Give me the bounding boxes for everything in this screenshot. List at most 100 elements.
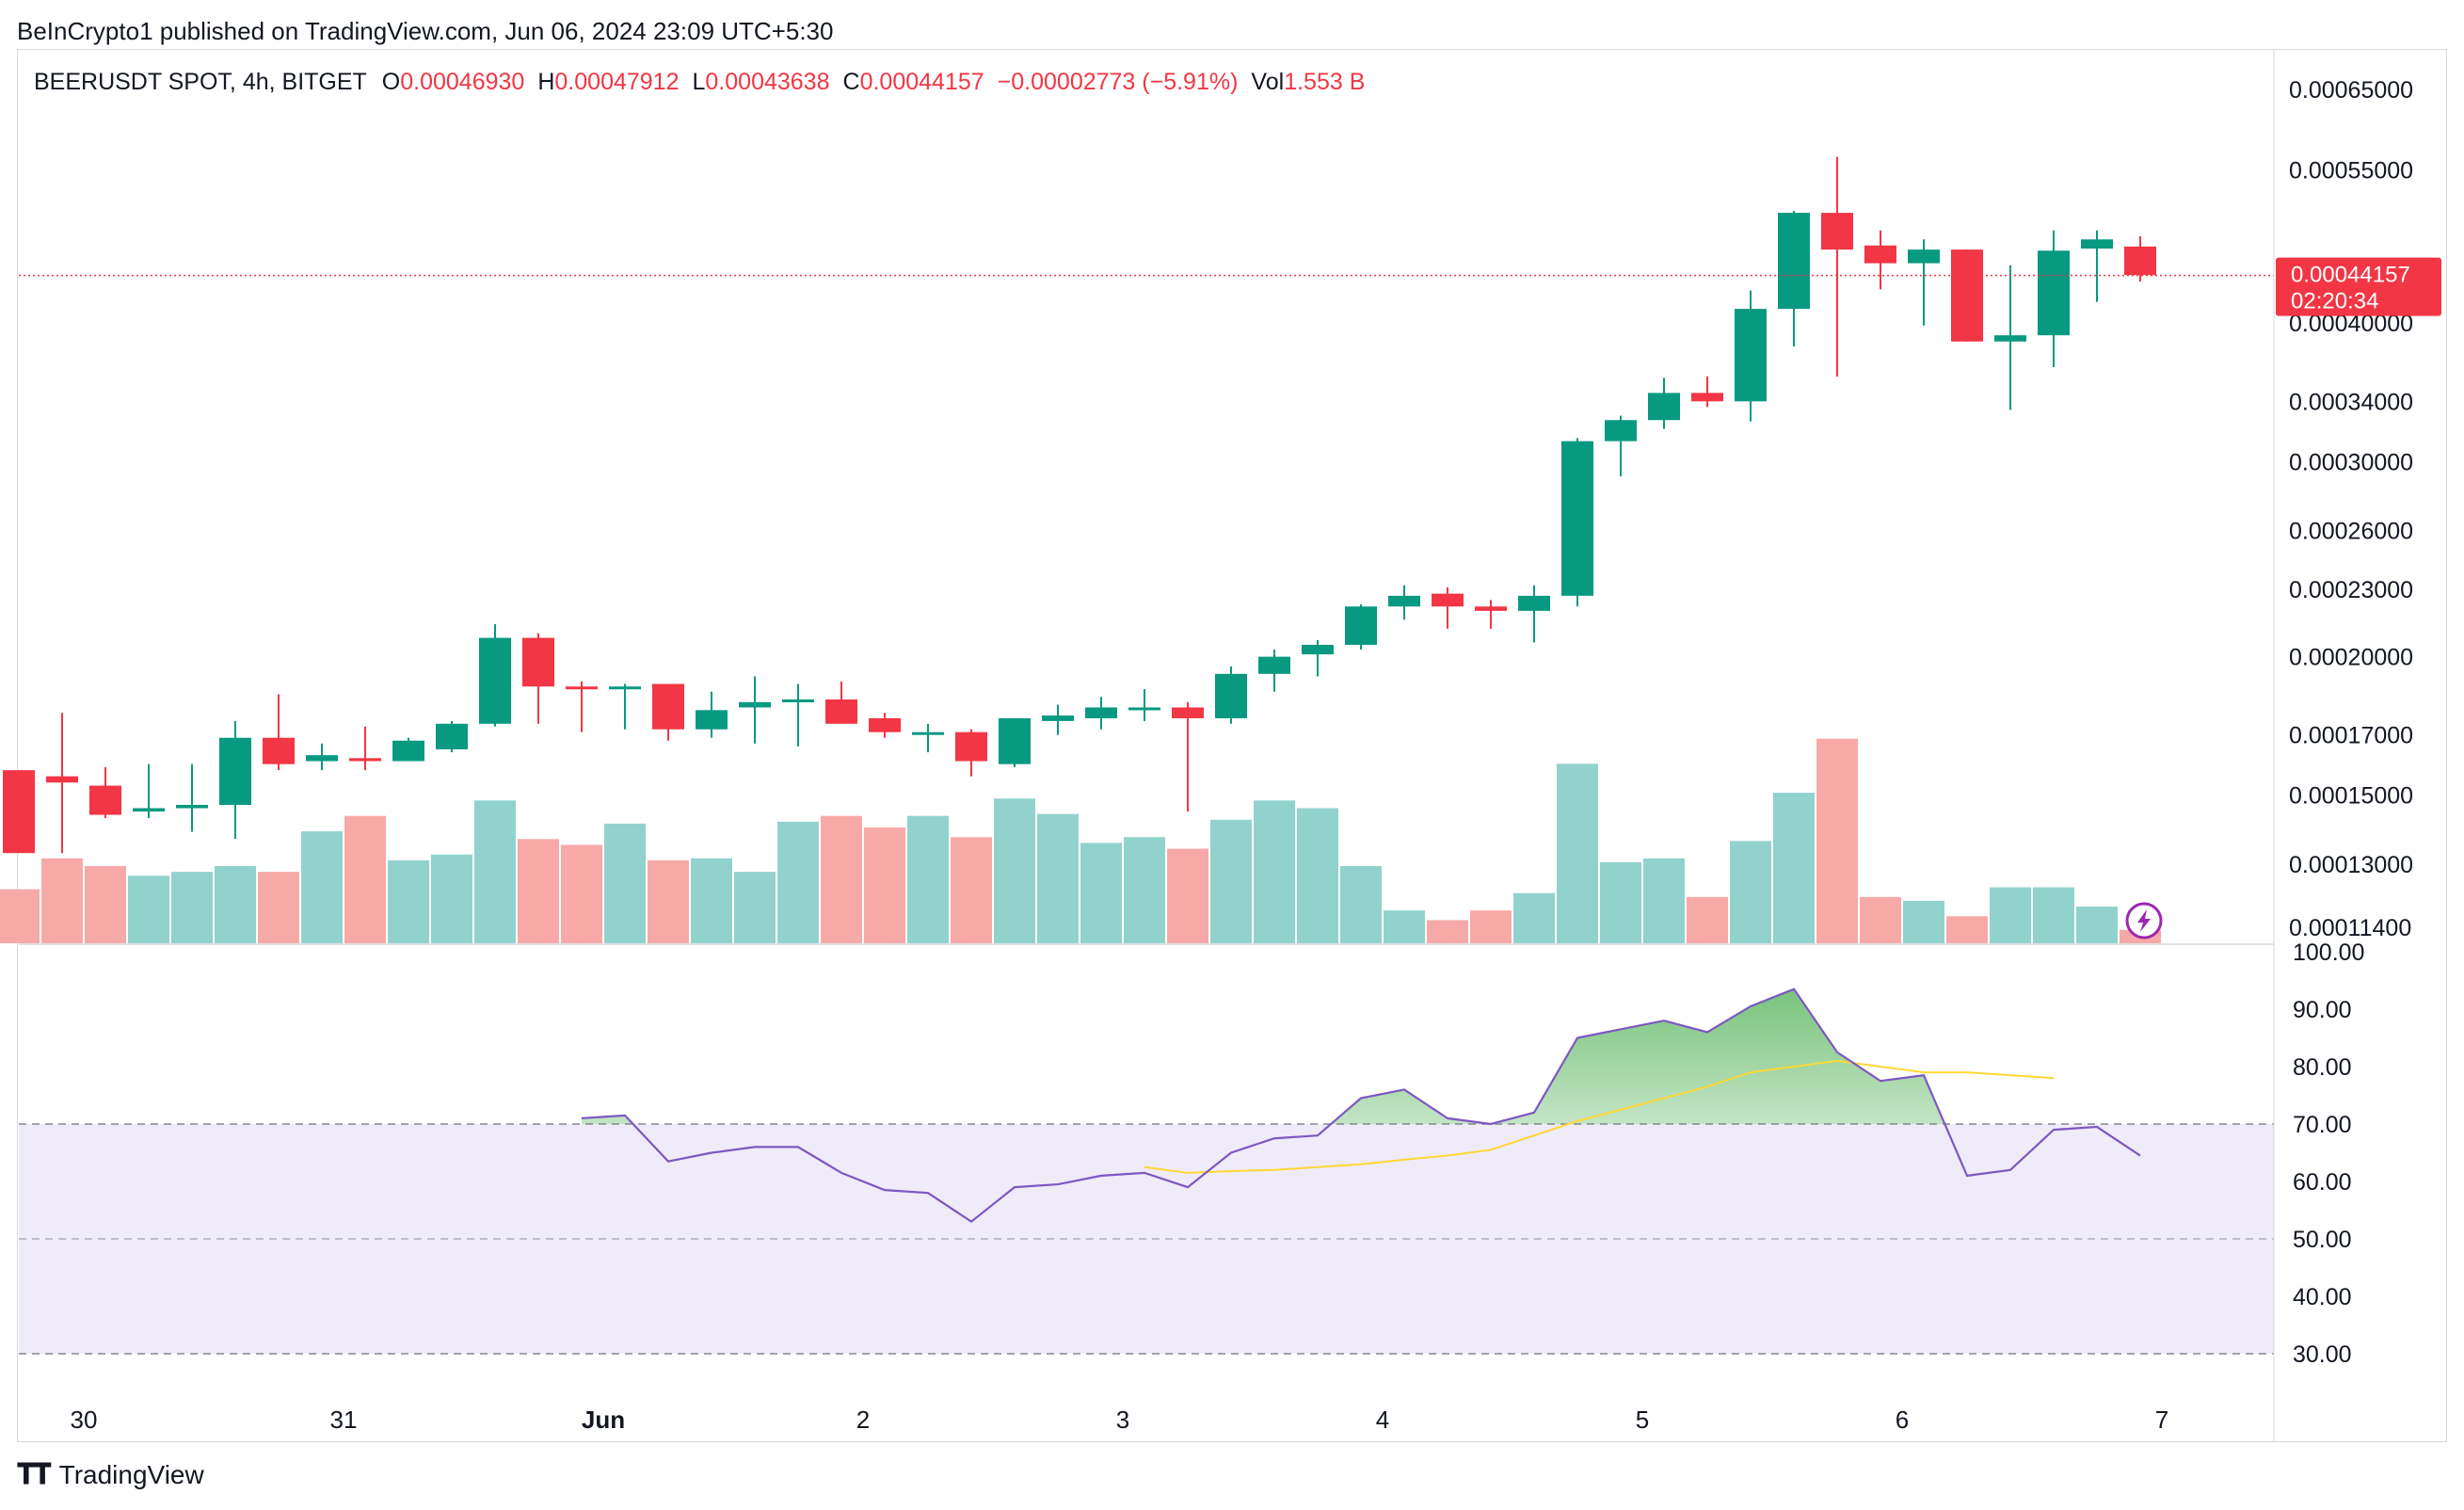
price-tick-label: 0.00020000 bbox=[2289, 645, 2413, 671]
candle[interactable] bbox=[825, 681, 857, 724]
candle[interactable] bbox=[1258, 649, 1290, 692]
candle[interactable] bbox=[739, 676, 771, 744]
candle[interactable] bbox=[1778, 211, 1810, 347]
candle[interactable] bbox=[696, 691, 728, 738]
volume-bar bbox=[258, 872, 299, 943]
candle[interactable] bbox=[1302, 640, 1334, 677]
candle[interactable] bbox=[1085, 697, 1117, 730]
candle[interactable] bbox=[263, 694, 295, 771]
candle[interactable] bbox=[46, 713, 78, 854]
candle[interactable] bbox=[176, 763, 208, 832]
candle[interactable] bbox=[955, 729, 987, 777]
legend-symbol[interactable]: BEERUSDT SPOT, 4h, BITGET bbox=[34, 69, 367, 95]
candle[interactable] bbox=[869, 713, 901, 738]
volume-bar bbox=[1470, 910, 1512, 943]
volume-bar bbox=[994, 798, 1035, 943]
candle[interactable] bbox=[1518, 585, 1550, 643]
candle[interactable] bbox=[1994, 265, 2026, 410]
candle[interactable] bbox=[436, 720, 468, 753]
candle[interactable] bbox=[609, 683, 641, 730]
candle[interactable] bbox=[1561, 438, 1593, 607]
volume-bar bbox=[1730, 841, 1771, 943]
candle[interactable] bbox=[1172, 701, 1204, 812]
candle[interactable] bbox=[1648, 378, 1680, 429]
candle[interactable] bbox=[89, 766, 121, 819]
rsi-tick-label: 70.00 bbox=[2293, 1112, 2352, 1138]
candle-body bbox=[46, 776, 78, 783]
candle-body bbox=[479, 637, 511, 724]
candle[interactable] bbox=[1951, 249, 1983, 342]
candle[interactable] bbox=[1475, 600, 1507, 629]
candle-body bbox=[696, 710, 728, 730]
volume-bar bbox=[85, 866, 126, 943]
volume-bar bbox=[1384, 910, 1425, 943]
candle-body bbox=[825, 699, 857, 724]
candle[interactable] bbox=[1432, 586, 1464, 629]
bar-countdown: 02:20:34 bbox=[2291, 289, 2378, 314]
candle-body bbox=[1302, 644, 1334, 655]
candle-body bbox=[1258, 656, 1290, 674]
candle[interactable] bbox=[1605, 415, 1637, 476]
legend-vol: 1.553 B bbox=[1284, 69, 1366, 95]
volume-bar bbox=[1990, 887, 2031, 943]
volume-bar bbox=[1643, 858, 1685, 943]
candle-body bbox=[566, 686, 598, 690]
volume-bar bbox=[1340, 866, 1382, 943]
candle-body bbox=[1128, 707, 1160, 711]
legend-high: 0.00047912 bbox=[554, 69, 680, 95]
price-tick-label: 0.00030000 bbox=[2289, 449, 2413, 475]
volume-bar bbox=[1080, 843, 1122, 943]
candle[interactable] bbox=[1821, 156, 1853, 377]
candle-body bbox=[522, 637, 554, 687]
candle[interactable] bbox=[1691, 376, 1723, 408]
volume-bar bbox=[1513, 892, 1555, 943]
candle[interactable] bbox=[1388, 585, 1420, 620]
volume-bar bbox=[518, 839, 559, 943]
candle[interactable] bbox=[479, 624, 511, 727]
candle[interactable] bbox=[912, 723, 944, 753]
volume-bar bbox=[171, 872, 213, 943]
candle[interactable] bbox=[349, 726, 381, 771]
rsi-tick-label: 30.00 bbox=[2293, 1341, 2352, 1368]
candle[interactable] bbox=[2081, 230, 2113, 302]
volume-bar bbox=[648, 859, 689, 943]
candle[interactable] bbox=[1215, 666, 1247, 724]
candle[interactable] bbox=[1908, 239, 1940, 326]
candle-body bbox=[1691, 393, 1723, 402]
legend-open: 0.00046930 bbox=[400, 69, 525, 95]
candle[interactable] bbox=[652, 683, 684, 741]
candle[interactable] bbox=[219, 720, 251, 840]
candle[interactable] bbox=[782, 683, 814, 747]
candle[interactable] bbox=[392, 737, 424, 762]
candle[interactable] bbox=[3, 770, 35, 854]
candle-body bbox=[1648, 393, 1680, 421]
volume-bar bbox=[215, 866, 256, 943]
candle[interactable] bbox=[1864, 230, 1896, 290]
volume-bar bbox=[907, 815, 949, 943]
candle[interactable] bbox=[999, 717, 1031, 767]
candle[interactable] bbox=[2038, 230, 2070, 368]
candle-body bbox=[1778, 213, 1810, 310]
time-tick-label: 7 bbox=[2155, 1406, 2168, 1434]
rsi-ma-line bbox=[1144, 1059, 2055, 1174]
candle[interactable] bbox=[1042, 704, 1074, 735]
candle[interactable] bbox=[522, 633, 554, 724]
candle[interactable] bbox=[133, 763, 165, 819]
candle[interactable] bbox=[306, 743, 338, 771]
candle[interactable] bbox=[1345, 603, 1377, 650]
time-tick-label: 5 bbox=[1636, 1406, 1649, 1434]
last-price-value: 0.00044157 bbox=[2291, 263, 2410, 288]
candle-body bbox=[1518, 595, 1550, 611]
candle[interactable] bbox=[566, 681, 598, 732]
lightning-icon[interactable] bbox=[2125, 902, 2163, 940]
candle[interactable] bbox=[2124, 236, 2156, 282]
volume-bar bbox=[951, 837, 992, 943]
volume-bar bbox=[1816, 738, 1858, 943]
candle-body bbox=[349, 758, 381, 762]
time-tick-label: 6 bbox=[1896, 1406, 1909, 1434]
legend-close-key: C bbox=[842, 69, 860, 95]
candle-body bbox=[1432, 593, 1464, 607]
candle[interactable] bbox=[1735, 290, 1767, 422]
candle[interactable] bbox=[1128, 688, 1160, 721]
